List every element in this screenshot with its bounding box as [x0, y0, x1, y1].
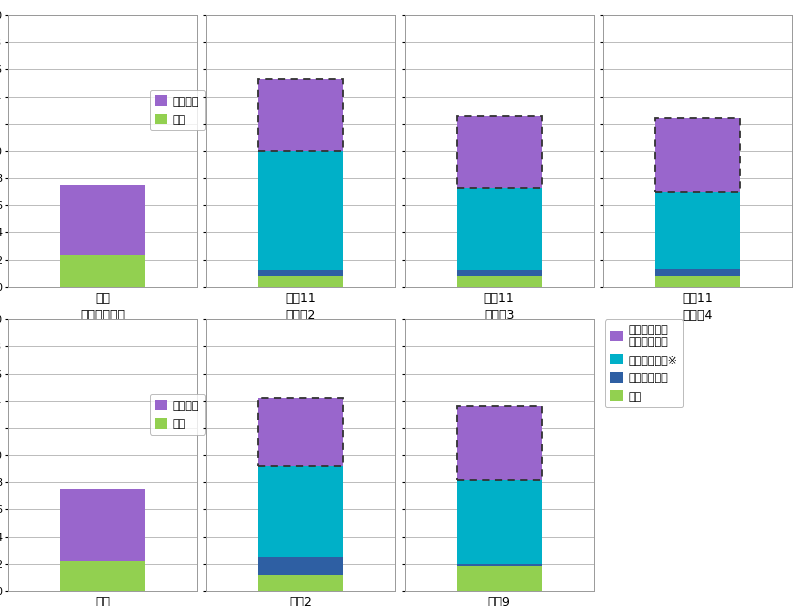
Bar — [457, 116, 542, 188]
Bar — [60, 561, 145, 591]
Bar — [60, 256, 145, 287]
Bar — [457, 567, 542, 591]
Bar — [258, 557, 343, 574]
Legend: 製品輸送, 製造: 製品輸送, 製造 — [150, 90, 205, 130]
X-axis label: 文献2: 文献2 — [290, 596, 312, 606]
Legend: 製品国内輸送
（重量配分）, 製品海上輸送※, 製品陸上輸送, 製造: 製品国内輸送 （重量配分）, 製品海上輸送※, 製品陸上輸送, 製造 — [605, 319, 682, 407]
X-axis label: 国内
（価値配分）: 国内 （価値配分） — [80, 292, 125, 322]
Legend: 製品輸送, 製造: 製品輸送, 製造 — [150, 394, 205, 435]
Bar — [258, 398, 343, 466]
X-axis label: 文献11
カナダ3: 文献11 カナダ3 — [484, 292, 514, 322]
Bar — [457, 564, 542, 567]
Bar — [655, 191, 740, 269]
Bar — [258, 276, 343, 287]
Bar — [655, 269, 740, 276]
Bar — [457, 479, 542, 564]
Bar — [655, 118, 740, 191]
Bar — [457, 188, 542, 270]
Bar — [258, 270, 343, 276]
X-axis label: 国内
（重量配分）: 国内 （重量配分） — [80, 596, 125, 606]
X-axis label: 文献9: 文献9 — [488, 596, 510, 606]
X-axis label: 文献11
カナダ4: 文献11 カナダ4 — [682, 292, 713, 322]
Bar — [258, 466, 343, 557]
Bar — [60, 185, 145, 256]
Bar — [457, 406, 542, 479]
Bar — [655, 276, 740, 287]
Bar — [60, 489, 145, 561]
Bar — [258, 574, 343, 591]
Bar — [258, 79, 343, 151]
Bar — [258, 151, 343, 270]
Bar — [457, 276, 542, 287]
Bar — [457, 270, 542, 276]
X-axis label: 文献11
カナダ2: 文献11 カナダ2 — [286, 292, 316, 322]
